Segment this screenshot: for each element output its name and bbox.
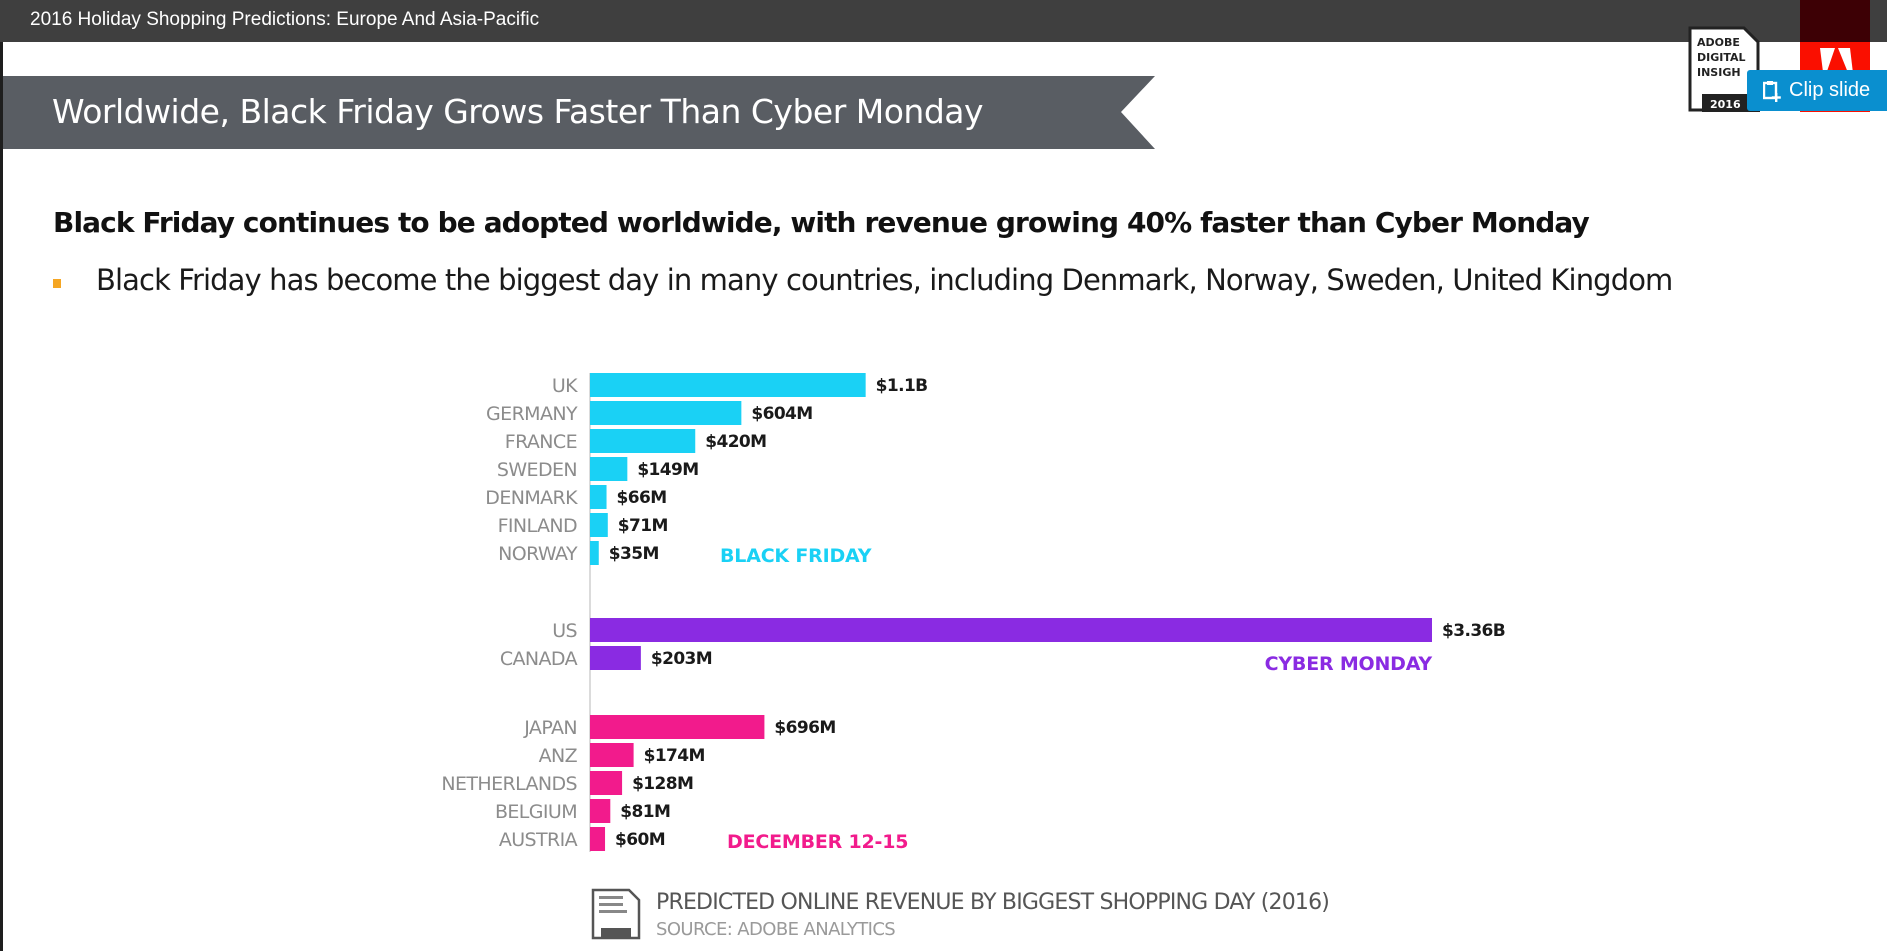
value-label: $3.36B [1442, 621, 1505, 641]
category-label: CANADA [500, 648, 578, 670]
category-label: FRANCE [505, 431, 577, 453]
bullet-marker [53, 279, 61, 288]
legend-label: DECEMBER 12-15 [727, 831, 908, 853]
bar-norway [590, 541, 599, 565]
bar-finland [590, 513, 608, 537]
chart-caption-title: PREDICTED ONLINE REVENUE BY BIGGEST SHOP… [656, 890, 1330, 915]
value-label: $128M [632, 774, 693, 794]
category-label: NETHERLANDS [441, 773, 577, 795]
value-label: $1.1B [876, 376, 928, 396]
category-label: NORWAY [498, 543, 578, 565]
value-label: $66M [617, 488, 667, 508]
clip-slide-label: Clip slide [1789, 79, 1871, 101]
bar-germany [590, 401, 742, 425]
adobe-insights-caption-icon [591, 888, 641, 940]
bar-sweden [590, 457, 628, 481]
bar-uk [590, 373, 866, 397]
series-cyber-monday: US $3.36B CANADA $203M CYBER MONDAY [500, 618, 1506, 675]
category-label: JAPAN [523, 717, 577, 739]
logo-year: 2016 [1710, 98, 1741, 111]
legend-label: BLACK FRIDAY [720, 545, 872, 567]
category-label: ANZ [539, 745, 578, 767]
window-left-border [0, 42, 3, 951]
clip-slide-button[interactable]: Clip slide [1747, 70, 1887, 111]
clipboard-plus-icon [1763, 80, 1781, 102]
window-title-bar: 2016 Holiday Shopping Predictions: Europ… [0, 0, 1887, 42]
bar-france [590, 429, 696, 453]
value-label: $35M [609, 544, 659, 564]
category-label: SWEDEN [497, 459, 577, 481]
chart-caption-source: SOURCE: ADOBE ANALYTICS [656, 919, 896, 940]
series-december-12-15: JAPAN $696M ANZ $174M NETHERLANDS $128M BELGIU… [441, 715, 908, 853]
bar-us [590, 618, 1432, 642]
value-label: $81M [620, 802, 670, 822]
value-label: $604M [751, 404, 812, 424]
value-label: $174M [644, 746, 705, 766]
value-label: $60M [615, 830, 665, 850]
category-label: GERMANY [486, 403, 578, 425]
category-label: FINLAND [498, 515, 577, 537]
bullet-text: Black Friday has become the biggest day … [96, 263, 1673, 297]
bar-anz [590, 743, 634, 767]
title-banner [3, 76, 1155, 149]
bar-canada [590, 646, 641, 670]
value-label: $203M [651, 649, 712, 669]
logo-line-3: INSIGH [1697, 66, 1741, 79]
bar-denmark [590, 485, 607, 509]
adobe-digital-insights-logo: ADOBE DIGITAL INSIGH 2016 [1688, 26, 1760, 112]
bar-austria [590, 827, 606, 851]
logo-line-1: ADOBE [1697, 36, 1740, 49]
category-label: UK [552, 375, 578, 397]
logo-line-2: DIGITAL [1697, 51, 1746, 64]
category-label: AUSTRIA [499, 829, 578, 851]
legend-label: CYBER MONDAY [1265, 653, 1433, 675]
slide-headline: Black Friday continues to be adopted wor… [53, 206, 1590, 239]
slide-title: Worldwide, Black Friday Grows Faster Tha… [52, 92, 984, 131]
category-label: DENMARK [485, 487, 578, 509]
series-black-friday: UK $1.1B GERMANY $604M FRANCE $420M SWEDEN $149… [485, 373, 928, 567]
value-label: $696M [774, 718, 835, 738]
category-label: US [552, 620, 577, 642]
bar-netherlands [590, 771, 623, 795]
window-title: 2016 Holiday Shopping Predictions: Europ… [30, 9, 540, 30]
category-label: BELGIUM [495, 801, 577, 823]
bar-japan [590, 715, 765, 739]
bar-belgium [590, 799, 611, 823]
value-label: $420M [705, 432, 766, 452]
value-label: $71M [618, 516, 668, 536]
value-label: $149M [637, 460, 698, 480]
